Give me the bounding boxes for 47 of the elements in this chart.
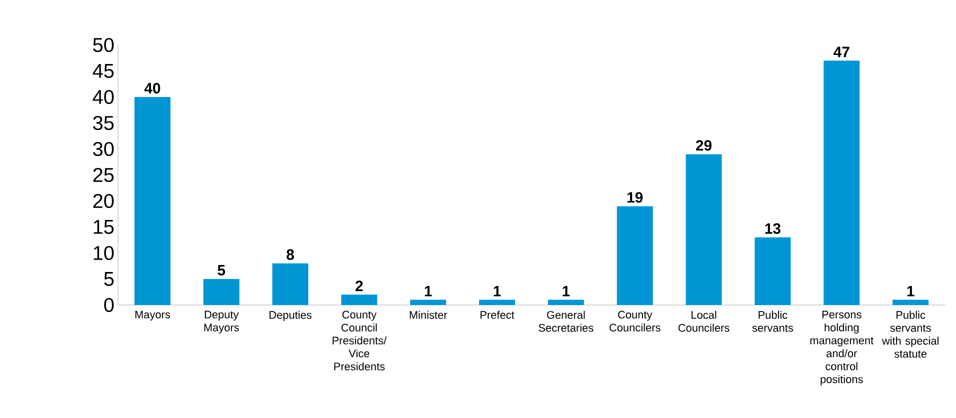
y-tick-label: 10: [94, 246, 114, 260]
data-label: 13: [765, 223, 780, 234]
data-label: 1: [907, 286, 914, 296]
y-tick-label: 50: [93, 38, 114, 52]
bar: [824, 60, 860, 305]
x-tick-label: Deputy Mayors: [204, 310, 239, 334]
x-tick-label: Public servants with special statute: [882, 310, 938, 358]
data-label: 29: [696, 140, 712, 151]
x-tick-label: Mayors: [135, 310, 170, 321]
x-tick-label: Public servants: [752, 310, 794, 332]
y-tick-label: 45: [92, 64, 114, 78]
y-tick-label: 20: [93, 194, 114, 208]
y-tick-label: 25: [93, 168, 114, 182]
bar: [410, 300, 446, 305]
data-label: 47: [834, 46, 850, 58]
data-label: 5: [218, 265, 226, 276]
bar: [479, 300, 516, 305]
x-tick-label: County Council Presidents/ Vice Presidents: [332, 310, 387, 370]
x-tick-label: Deputies: [270, 310, 312, 321]
x-tick-label: Prefect: [480, 310, 514, 319]
x-tick-label: Persons holding management and/or control positions: [810, 310, 874, 386]
bar: [892, 300, 929, 305]
data-label: 1: [424, 286, 432, 296]
bar: [754, 237, 791, 305]
data-label: 40: [144, 82, 160, 94]
y-tick-label: 15: [94, 220, 114, 234]
bar: [272, 263, 308, 305]
bar: [616, 206, 653, 305]
bar: [548, 300, 584, 305]
x-tick-label: Local Councilers: [678, 310, 730, 332]
data-label: 2: [356, 280, 363, 292]
x-tick-label: General Secretaries: [538, 310, 594, 332]
x-tick-label: County Councilers: [610, 310, 660, 332]
bar: [686, 154, 722, 305]
data-label: 1: [494, 286, 501, 296]
data-label: 1: [562, 286, 570, 296]
y-tick-label: 30: [93, 142, 114, 156]
bar: [341, 294, 378, 305]
y-tick-label: 5: [104, 272, 114, 286]
data-label: 19: [628, 192, 643, 203]
y-tick-label: 35: [93, 116, 114, 130]
bar: [203, 279, 240, 305]
data-label: 8: [286, 249, 294, 260]
bar: [134, 97, 170, 305]
x-tick-label: Minister: [410, 310, 448, 319]
y-tick-label: 0: [104, 298, 114, 312]
y-tick-label: 40: [92, 90, 114, 104]
